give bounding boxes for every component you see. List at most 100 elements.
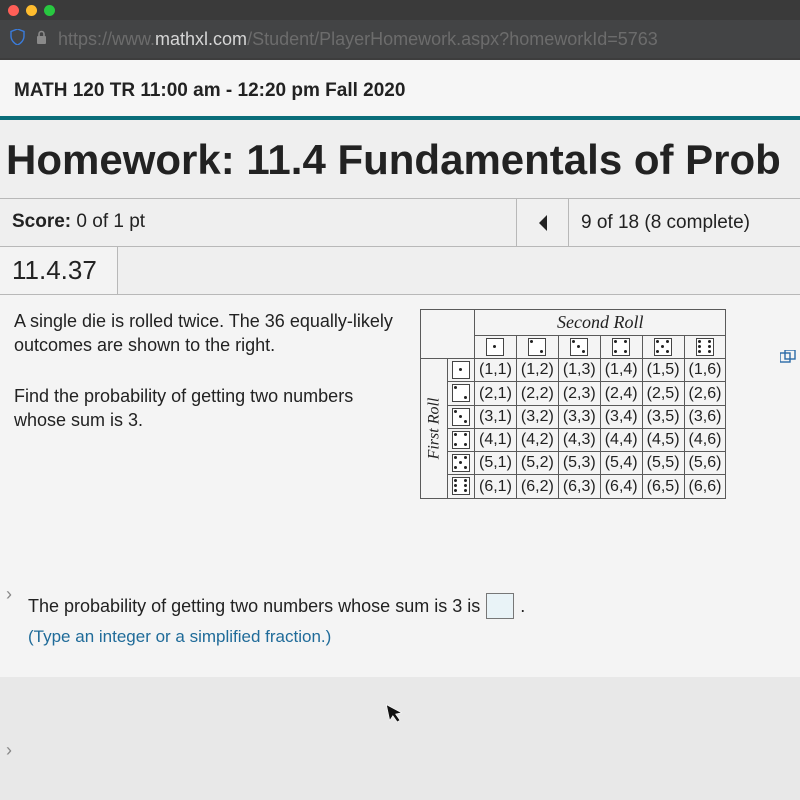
outcome-cell: (5,6) [684, 452, 726, 475]
lock-icon [35, 30, 48, 48]
outcome-cell: (4,3) [558, 428, 600, 451]
outcome-cell: (2,1) [475, 382, 517, 405]
row-die [448, 382, 475, 405]
answer-input[interactable] [486, 593, 514, 619]
outcomes-table: Second Roll First Roll(1,1)(1,2)(1,3)(1,… [420, 309, 726, 499]
cursor-icon [385, 701, 406, 732]
score-value: 0 of 1 pt [76, 211, 145, 232]
outcome-cell: (2,5) [642, 382, 684, 405]
outcome-cell: (6,3) [558, 475, 600, 498]
score-cell: Score: 0 of 1 pt [0, 199, 516, 246]
question-stem-1: A single die is rolled twice. The 36 equ… [14, 309, 404, 358]
collapse-chevron-icon[interactable]: › [6, 740, 12, 761]
die-face-icon [486, 338, 504, 356]
outcome-cell: (6,4) [600, 475, 642, 498]
page-content: MATH 120 TR 11:00 am - 12:20 pm Fall 202… [0, 58, 800, 677]
die-face-icon [452, 384, 470, 402]
outcome-cell: (2,6) [684, 382, 726, 405]
die-face-icon [452, 454, 470, 472]
outcome-cell: (3,2) [516, 405, 558, 428]
row-die [448, 359, 475, 382]
die-face-icon [612, 338, 630, 356]
question-number: 11.4.37 [0, 247, 118, 294]
outcome-cell: (4,4) [600, 428, 642, 451]
outcome-cell: (6,2) [516, 475, 558, 498]
die-face-icon [452, 408, 470, 426]
row-die [448, 428, 475, 451]
row-die [448, 452, 475, 475]
col-die [516, 336, 558, 359]
maximize-dot[interactable] [44, 5, 55, 16]
window-titlebar [0, 0, 800, 20]
outcome-cell: (1,3) [558, 359, 600, 382]
outcome-cell: (1,5) [642, 359, 684, 382]
outcome-cell: (5,2) [516, 452, 558, 475]
answer-hint: (Type an integer or a simplified fractio… [0, 625, 800, 677]
outcomes-table-wrap: Second Roll First Roll(1,1)(1,2)(1,3)(1,… [420, 309, 726, 499]
outcome-cell: (3,5) [642, 405, 684, 428]
url-text: https://www.mathxl.com/Student/PlayerHom… [58, 29, 658, 50]
url-path: /Student/PlayerHomework.aspx?homeworkId=… [247, 29, 658, 49]
outcome-cell: (4,6) [684, 428, 726, 451]
outcome-cell: (1,1) [475, 359, 517, 382]
col-die [642, 336, 684, 359]
popout-icon[interactable] [780, 350, 796, 368]
die-face-icon [570, 338, 588, 356]
outcome-cell: (6,6) [684, 475, 726, 498]
shield-icon [10, 29, 25, 50]
outcome-cell: (4,5) [642, 428, 684, 451]
outcome-cell: (3,6) [684, 405, 726, 428]
homework-title: Homework: 11.4 Fundamentals of Prob [0, 120, 800, 199]
die-face-icon [528, 338, 546, 356]
col-header: Second Roll [475, 310, 726, 336]
chevron-left-icon [535, 213, 551, 233]
outcome-cell: (1,6) [684, 359, 726, 382]
outcome-cell: (2,2) [516, 382, 558, 405]
question-stem-2: Find the probability of getting two numb… [14, 384, 404, 433]
outcome-cell: (2,3) [558, 382, 600, 405]
score-row: Score: 0 of 1 pt 9 of 18 (8 complete) [0, 199, 800, 247]
outcome-cell: (6,1) [475, 475, 517, 498]
die-face-icon [696, 338, 714, 356]
answer-prompt-pre: The probability of getting two numbers w… [28, 596, 480, 617]
question-text: A single die is rolled twice. The 36 equ… [14, 309, 404, 458]
table-corner [421, 310, 475, 359]
question-area: A single die is rolled twice. The 36 equ… [0, 295, 800, 555]
outcome-cell: (3,1) [475, 405, 517, 428]
outcome-cell: (3,3) [558, 405, 600, 428]
die-face-icon [654, 338, 672, 356]
die-face-icon [452, 431, 470, 449]
col-die [684, 336, 726, 359]
close-dot[interactable] [8, 5, 19, 16]
outcome-cell: (5,3) [558, 452, 600, 475]
minimize-dot[interactable] [26, 5, 37, 16]
outcome-cell: (6,5) [642, 475, 684, 498]
url-protocol: https://www. [58, 29, 155, 49]
outcome-cell: (1,4) [600, 359, 642, 382]
prev-question-button[interactable] [516, 199, 568, 246]
row-die [448, 475, 475, 498]
die-face-icon [452, 361, 470, 379]
collapse-chevron-icon[interactable]: › [6, 584, 12, 605]
answer-prompt-post: . [520, 596, 525, 617]
row-header: First Roll [421, 359, 448, 498]
question-number-row: 11.4.37 [0, 247, 800, 295]
col-die [600, 336, 642, 359]
col-die [475, 336, 517, 359]
outcome-cell: (4,1) [475, 428, 517, 451]
row-die [448, 405, 475, 428]
outcome-cell: (3,4) [600, 405, 642, 428]
outcome-cell: (5,4) [600, 452, 642, 475]
course-title: MATH 120 TR 11:00 am - 12:20 pm Fall 202… [0, 60, 800, 120]
progress-cell: 9 of 18 (8 complete) [568, 199, 800, 246]
outcome-cell: (5,5) [642, 452, 684, 475]
outcome-cell: (4,2) [516, 428, 558, 451]
answer-prompt-row: The probability of getting two numbers w… [0, 555, 800, 625]
outcome-cell: (5,1) [475, 452, 517, 475]
address-bar[interactable]: https://www.mathxl.com/Student/PlayerHom… [0, 20, 800, 58]
score-label: Score: [12, 211, 71, 232]
col-die [558, 336, 600, 359]
url-host: mathxl.com [155, 29, 247, 49]
die-face-icon [452, 477, 470, 495]
outcome-cell: (1,2) [516, 359, 558, 382]
